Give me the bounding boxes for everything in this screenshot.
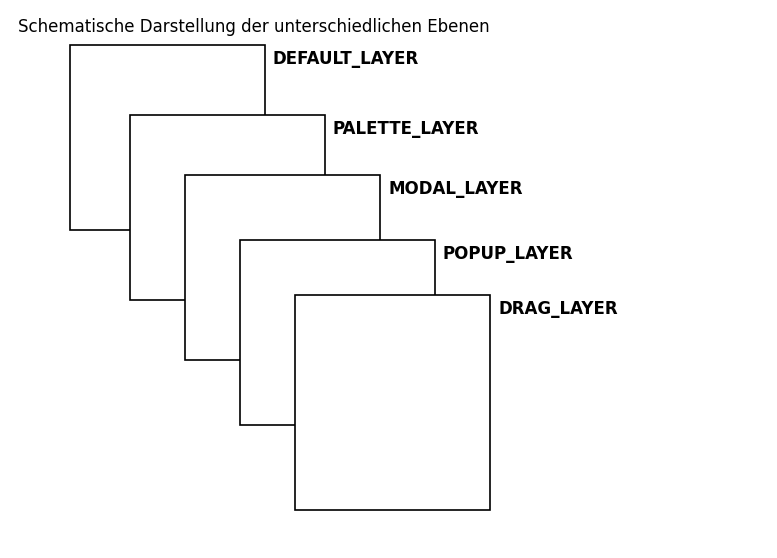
Bar xyxy=(70,45,265,230)
Text: DRAG_LAYER: DRAG_LAYER xyxy=(498,300,618,318)
Bar xyxy=(130,115,325,300)
Text: POPUP_LAYER: POPUP_LAYER xyxy=(443,245,573,263)
Text: MODAL_LAYER: MODAL_LAYER xyxy=(388,180,522,198)
Text: PALETTE_LAYER: PALETTE_LAYER xyxy=(333,120,479,138)
Bar xyxy=(185,175,380,360)
Bar xyxy=(240,240,435,425)
Text: Schematische Darstellung der unterschiedlichen Ebenen: Schematische Darstellung der unterschied… xyxy=(18,18,490,36)
Text: DEFAULT_LAYER: DEFAULT_LAYER xyxy=(273,50,420,68)
Bar xyxy=(295,295,490,510)
